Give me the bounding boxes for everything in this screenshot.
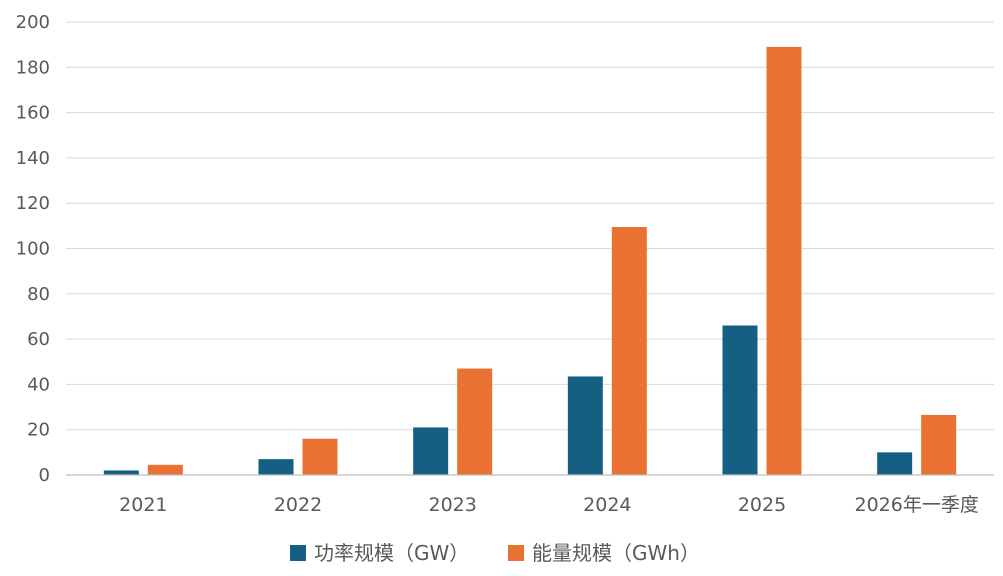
bar-energy-5 [921,414,957,475]
legend-swatch-energy [508,545,524,561]
x-tick-label: 2023 [428,494,476,516]
y-tick-label: 100 [16,239,50,260]
bar-energy-3 [611,226,647,475]
bar-power-0 [103,470,139,475]
x-tick-label: 2022 [274,494,322,516]
y-tick-label: 180 [16,57,50,78]
legend-swatch-power [290,545,306,561]
bar-power-1 [258,459,294,475]
y-tick-label: 0 [39,465,50,486]
y-tick-label: 120 [16,193,50,214]
gridlines [66,21,994,431]
x-tick-label: 2024 [583,494,631,516]
legend-label-energy: 能量规模（GWh） [532,541,700,565]
legend-label-power: 功率规模（GW） [314,541,469,565]
bar-energy-0 [147,464,183,475]
y-tick-label: 20 [27,420,50,441]
bars [103,46,957,475]
bar-power-3 [567,376,603,475]
x-tick-label: 2021 [119,494,167,516]
x-tick-label: 2025 [738,494,786,516]
bar-energy-2 [457,368,493,475]
y-tick-label: 40 [27,374,50,395]
y-axis-ticks: 0 20 40 60 80 100 120 140 160 180 200 [16,12,50,486]
x-tick-label: 2026年一季度 [854,494,978,516]
legend: 功率规模（GW） 能量规模（GWh） [290,541,700,565]
y-tick-label: 160 [16,103,50,124]
bar-power-4 [722,325,758,475]
bar-power-5 [877,452,913,475]
bar-energy-1 [302,438,338,475]
y-tick-label: 60 [27,329,50,350]
y-tick-label: 80 [27,284,50,305]
x-axis-ticks: 2021 2022 2023 2024 2025 2026年一季度 [119,494,979,516]
bar-power-2 [413,427,449,475]
bar-energy-4 [766,46,802,475]
y-tick-label: 200 [16,12,50,33]
y-tick-label: 140 [16,148,50,169]
